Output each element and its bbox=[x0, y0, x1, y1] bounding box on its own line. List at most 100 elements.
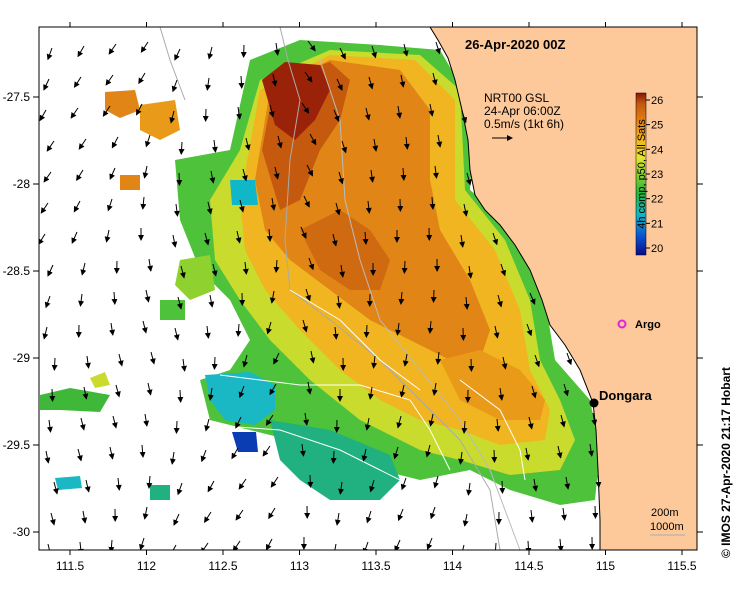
current-arrow-icon bbox=[82, 386, 89, 400]
current-arrow-icon bbox=[305, 288, 312, 302]
current-arrow-icon bbox=[102, 105, 111, 117]
dongara-marker[interactable]: Dongara bbox=[589, 388, 653, 408]
argo-float-icon[interactable] bbox=[617, 319, 627, 329]
current-arrow-icon bbox=[235, 416, 242, 429]
x-tick-label: 115 bbox=[596, 559, 615, 573]
current-arrow-icon bbox=[141, 320, 148, 334]
current-legend: NRT00 GSL 24-Apr 06:00Z 0.5m/s (1kt 6h) bbox=[484, 91, 564, 141]
current-arrow-icon bbox=[81, 510, 88, 524]
current-arrow-icon bbox=[105, 74, 114, 86]
current-arrow-icon bbox=[211, 139, 218, 153]
current-arrow-icon bbox=[592, 505, 599, 519]
current-arrow-icon bbox=[559, 414, 566, 428]
current-arrow-icon bbox=[204, 511, 212, 523]
y-tick-label: -30 bbox=[13, 525, 31, 539]
current-arrow-icon bbox=[46, 419, 53, 433]
current-arrow-icon bbox=[177, 389, 184, 403]
current-arrow-icon bbox=[365, 510, 372, 524]
current-arrow-icon bbox=[207, 46, 214, 60]
current-arrow-icon bbox=[435, 41, 441, 55]
current-arrow-icon bbox=[276, 135, 283, 149]
current-arrow-icon bbox=[144, 289, 151, 303]
colorbar: 26 25 24 23 22 21 20 4h comp, p50, All Sats bbox=[635, 92, 663, 256]
current-arrow-icon bbox=[171, 79, 178, 93]
current-arrow-icon bbox=[169, 544, 177, 550]
credit-text: © IMOS 27-Apr-2020 21:17 Hobart bbox=[719, 367, 733, 558]
y-tick-label: -29.5 bbox=[3, 438, 31, 452]
current-arrow-icon bbox=[306, 164, 313, 177]
current-arrow-icon bbox=[46, 140, 55, 152]
current-arrow-icon bbox=[78, 293, 85, 307]
current-arrow-icon bbox=[242, 261, 249, 275]
colorbar-label: 4h comp, p50, All Sats bbox=[636, 119, 648, 229]
current-arrow-icon bbox=[140, 196, 147, 210]
current-arrow-icon bbox=[363, 324, 370, 338]
current-arrow-icon bbox=[140, 41, 149, 53]
current-arrow-icon bbox=[336, 78, 343, 91]
current-arrow-icon bbox=[398, 291, 405, 305]
current-arrow-icon bbox=[271, 73, 278, 87]
current-arrow-icon bbox=[136, 103, 143, 116]
current-arrow-icon bbox=[84, 355, 91, 369]
colorbar-tick-label: 23 bbox=[651, 169, 663, 181]
current-arrow-icon bbox=[265, 414, 274, 426]
current-arrow-icon bbox=[499, 480, 506, 494]
x-axis: 111.5 112 112.5 113 113.5 114 114.5 115 115.5 bbox=[56, 22, 697, 573]
current-arrow-icon bbox=[84, 479, 91, 493]
current-arrow-icon bbox=[307, 40, 316, 52]
current-arrow-icon bbox=[560, 507, 567, 521]
current-arrow-icon bbox=[44, 450, 51, 464]
current-arrow-icon bbox=[371, 45, 377, 59]
argo-marker[interactable]: Argo bbox=[617, 319, 661, 331]
current-vectors bbox=[39, 40, 602, 550]
current-arrow-icon bbox=[80, 262, 87, 276]
current-arrow-icon bbox=[303, 412, 310, 426]
current-arrow-icon bbox=[270, 476, 279, 488]
current-arrow-icon bbox=[299, 443, 306, 457]
current-arrow-icon bbox=[204, 418, 211, 432]
current-arrow-icon bbox=[463, 296, 470, 310]
current-arrow-icon bbox=[142, 506, 149, 520]
current-arrow-icon bbox=[174, 48, 181, 61]
current-arrow-icon bbox=[532, 478, 539, 492]
current-arrow-icon bbox=[70, 107, 79, 119]
current-arrow-icon bbox=[178, 141, 185, 155]
current-arrow-icon bbox=[493, 325, 500, 339]
current-arrow-icon bbox=[238, 385, 245, 399]
current-arrow-icon bbox=[44, 295, 51, 309]
current-arrow-icon bbox=[104, 229, 111, 243]
current-arrow-icon bbox=[139, 537, 145, 550]
argo-label: Argo bbox=[635, 319, 661, 331]
current-arrow-icon bbox=[339, 264, 346, 278]
x-tick-label: 112 bbox=[137, 559, 156, 573]
current-arrow-icon bbox=[334, 202, 341, 216]
current-arrow-icon bbox=[238, 199, 245, 213]
current-legend-line2: 24-Apr 06:00Z bbox=[484, 104, 561, 118]
colorbar-tick-label: 20 bbox=[651, 243, 663, 255]
colorbar-tick-label: 21 bbox=[651, 218, 663, 230]
current-arrow-icon bbox=[235, 509, 244, 521]
colorbar-tick-label: 25 bbox=[651, 120, 663, 132]
current-arrow-icon bbox=[364, 107, 371, 121]
current-arrow-icon bbox=[49, 388, 56, 402]
current-arrow-icon bbox=[109, 322, 116, 336]
current-arrow-icon bbox=[501, 356, 508, 370]
current-legend-line3: 0.5m/s (1kt 6h) bbox=[484, 117, 564, 131]
current-arrow-icon bbox=[78, 138, 87, 150]
current-arrow-icon bbox=[206, 201, 213, 215]
current-arrow-icon bbox=[200, 542, 209, 550]
current-arrow-icon bbox=[144, 134, 151, 148]
current-arrow-icon bbox=[262, 445, 271, 457]
current-arrow-icon bbox=[77, 541, 84, 550]
current-arrow-icon bbox=[39, 109, 47, 122]
land bbox=[429, 27, 697, 550]
current-arrow-icon bbox=[402, 43, 409, 57]
current-arrow-icon bbox=[176, 482, 183, 496]
current-arrow-icon bbox=[371, 355, 378, 369]
current-arrow-icon bbox=[403, 136, 410, 150]
station-dot-icon[interactable] bbox=[589, 398, 599, 408]
current-arrow-icon bbox=[369, 169, 375, 183]
current-arrow-icon bbox=[73, 76, 82, 88]
current-arrow-icon bbox=[500, 263, 507, 277]
x-tick-label: 112.5 bbox=[208, 559, 237, 573]
